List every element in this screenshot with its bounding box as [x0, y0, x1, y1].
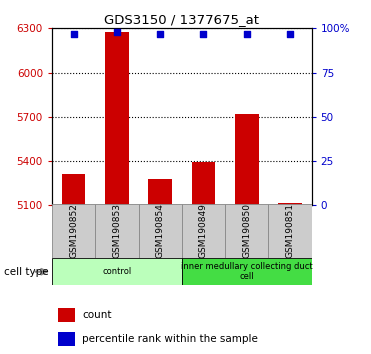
Bar — [52, 204, 95, 258]
Text: GSM190853: GSM190853 — [112, 204, 121, 258]
Text: cell type: cell type — [4, 267, 48, 276]
Point — [157, 31, 163, 36]
Text: GSM190852: GSM190852 — [69, 204, 78, 258]
Text: GSM190849: GSM190849 — [199, 204, 208, 258]
Title: GDS3150 / 1377675_at: GDS3150 / 1377675_at — [104, 13, 259, 26]
Text: GSM190854: GSM190854 — [156, 204, 165, 258]
Point — [70, 31, 76, 36]
Bar — [52, 258, 182, 285]
Bar — [182, 204, 225, 258]
Bar — [58, 332, 75, 346]
Bar — [278, 203, 302, 205]
Point — [114, 29, 120, 35]
Bar — [191, 162, 215, 205]
Text: control: control — [102, 267, 131, 276]
Bar — [225, 204, 268, 258]
Text: GSM190850: GSM190850 — [242, 204, 251, 258]
Text: count: count — [82, 310, 112, 320]
Text: GSM190851: GSM190851 — [286, 204, 295, 258]
Bar — [182, 258, 312, 285]
Point — [200, 31, 206, 36]
Bar — [105, 32, 129, 205]
Bar — [148, 179, 172, 205]
Bar — [235, 114, 259, 205]
Bar — [62, 174, 85, 205]
Point — [244, 31, 250, 36]
Point — [287, 31, 293, 36]
Text: percentile rank within the sample: percentile rank within the sample — [82, 333, 258, 344]
Bar — [268, 204, 312, 258]
Bar — [58, 308, 75, 322]
Text: inner medullary collecting duct
cell: inner medullary collecting duct cell — [181, 262, 312, 281]
Bar — [138, 204, 182, 258]
Bar — [95, 204, 138, 258]
